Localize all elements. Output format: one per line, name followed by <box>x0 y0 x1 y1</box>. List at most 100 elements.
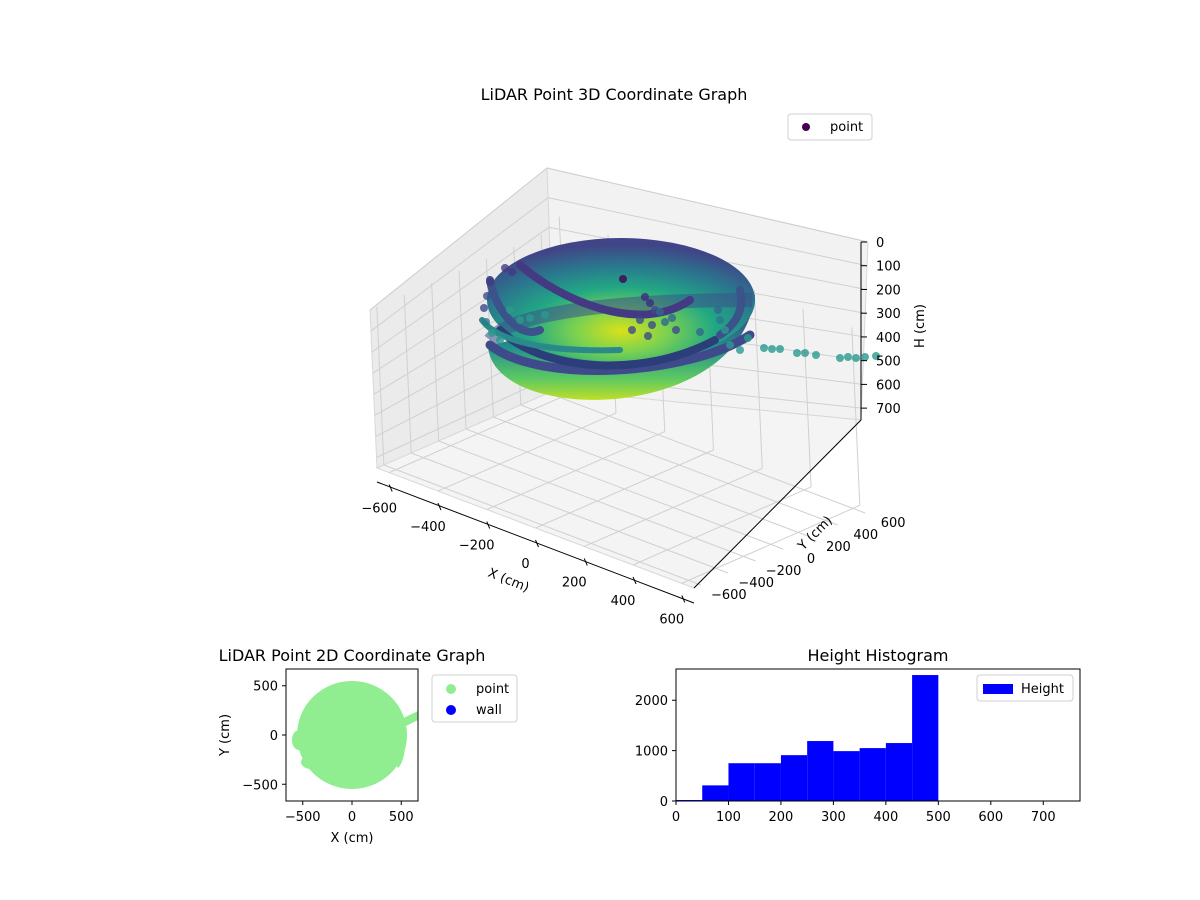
lidar-point-3d <box>852 354 860 362</box>
lidar-point-3d <box>496 336 504 344</box>
x-tick-mark-3d <box>535 539 539 548</box>
y-tick-label-3d: 0 <box>807 552 815 567</box>
legend-3d-marker <box>802 123 810 131</box>
z-tick-label: 600 <box>876 378 901 393</box>
lidar-point-3d <box>482 318 490 326</box>
histogram-bars <box>676 675 939 801</box>
legend-3d: point <box>787 113 873 141</box>
histogram-bar <box>754 763 781 801</box>
z-tick-label: 300 <box>876 307 901 322</box>
y-tick-label-3d: 200 <box>826 540 851 555</box>
chart-2d: LiDAR Point 2D Coordinate Graph −500 0 500… <box>218 646 518 846</box>
lidar-point-3d <box>648 321 656 329</box>
lidar-point-3d <box>716 316 724 324</box>
lidar-point-3d <box>526 314 534 322</box>
x-axis-label-2d: X (cm) <box>331 831 374 846</box>
y-tick-label-hist: 1000 <box>635 745 668 760</box>
lidar-point-3d <box>844 353 852 361</box>
lidar-point-3d <box>483 292 491 300</box>
lidar-point-3d <box>768 345 776 353</box>
x-tick-mark-3d <box>388 484 393 492</box>
point-cloud-bulge-left <box>292 730 306 750</box>
x-tick-label-hist: 300 <box>821 810 846 825</box>
x-axis-line <box>376 481 695 604</box>
x-tick-label-hist: 400 <box>873 810 898 825</box>
arc-line-2 <box>486 276 544 336</box>
lidar-point-3d <box>801 349 809 357</box>
lidar-point-3d <box>541 311 549 319</box>
z-axis-label-3d: H (cm) <box>913 304 928 348</box>
lidar-point-3d <box>672 326 680 334</box>
legend-histogram-frame <box>976 674 1074 702</box>
lidar-point-3d <box>861 353 869 361</box>
chart-3d-title: LiDAR Point 3D Coordinate Graph <box>481 85 748 104</box>
legend-histogram-label: Height <box>1021 682 1064 697</box>
z-tick-label: 100 <box>876 260 901 275</box>
y-tick-label-2d: −500 <box>242 778 278 793</box>
y-axis-label-2d: Y (cm) <box>218 714 233 757</box>
x-tick-label-hist: 0 <box>672 810 680 825</box>
x-tick-label-hist: 700 <box>1031 810 1056 825</box>
point-cloud-tail <box>395 710 418 730</box>
chart-histogram: Height Histogram 0 100 200 300 400 500 600 700 … <box>635 646 1081 825</box>
lidar-point-3d <box>714 306 722 314</box>
x-tick-label-3d: 0 <box>521 557 529 572</box>
z-tick-label: 0 <box>876 236 884 251</box>
lidar-point-3d <box>812 351 820 359</box>
histogram-bar <box>885 743 913 801</box>
x-tick-label-3d: 400 <box>611 594 636 609</box>
arc-line-5 <box>479 317 623 354</box>
lidar-point-3d <box>506 306 514 314</box>
histogram-bar <box>728 763 755 801</box>
lidar-point-3d <box>656 308 664 316</box>
legend-3d-label: point <box>830 120 863 135</box>
x-tick-label-hist: 200 <box>769 810 794 825</box>
x-tick-label-2d: −500 <box>285 810 321 825</box>
lidar-point-3d <box>508 268 516 276</box>
legend-histogram-swatch <box>983 684 1013 694</box>
x-tick-label-3d: −600 <box>361 502 397 517</box>
x-tick-mark-3d <box>632 576 637 585</box>
x-tick-mark-3d <box>681 595 686 603</box>
histogram-bar <box>807 741 834 801</box>
lidar-point-3d <box>646 299 654 307</box>
x-tick-label-hist: 500 <box>926 810 951 825</box>
x-tick-label-hist: 600 <box>978 810 1003 825</box>
histogram-bar <box>780 755 808 801</box>
bowl-front-rim <box>485 330 755 375</box>
lidar-point-3d <box>486 278 494 286</box>
x-tick-mark-3d <box>583 558 588 566</box>
lidar-point-3d <box>696 328 704 336</box>
arc-line-3 <box>516 261 694 319</box>
point-cloud-bulge-right <box>393 732 405 768</box>
legend-2d-marker-point <box>446 684 456 694</box>
y-tick-label-3d: −600 <box>711 588 747 603</box>
histogram-bar <box>912 675 939 801</box>
y-tick-label-2d: 0 <box>270 729 278 744</box>
point-cloud-disc <box>297 681 407 789</box>
x-tick-label-3d: 600 <box>659 612 684 627</box>
y-axis-line <box>693 419 862 589</box>
lidar-point-3d <box>480 304 488 312</box>
legend-3d-frame <box>787 113 873 141</box>
lidar-point-3d <box>488 329 496 337</box>
x-tick-mark-3d <box>437 502 442 511</box>
lidar-point-3d <box>661 318 669 326</box>
lidar-point-3d <box>760 344 768 352</box>
z-tick-label: 700 <box>876 402 901 417</box>
x-tick-label-3d: −400 <box>410 520 446 535</box>
y-tick-label-3d: −400 <box>738 576 774 591</box>
lidar-point-3d <box>668 314 676 322</box>
legend-2d-label-wall: wall <box>476 703 502 718</box>
y-tick-label-hist: 0 <box>660 795 668 810</box>
legend-2d-marker-wall <box>446 705 456 715</box>
lidar-point-3d <box>776 345 784 353</box>
chart-2d-title: LiDAR Point 2D Coordinate Graph <box>219 646 486 665</box>
x-tick-label-2d: 500 <box>389 810 414 825</box>
x-tick-label-3d: −200 <box>459 539 495 554</box>
plot-frame-histogram <box>675 668 1081 802</box>
legend-2d: point wall <box>431 674 518 723</box>
lidar-point-3d <box>836 354 844 362</box>
z-tick-label: 400 <box>876 331 901 346</box>
histogram-bar <box>676 799 703 801</box>
